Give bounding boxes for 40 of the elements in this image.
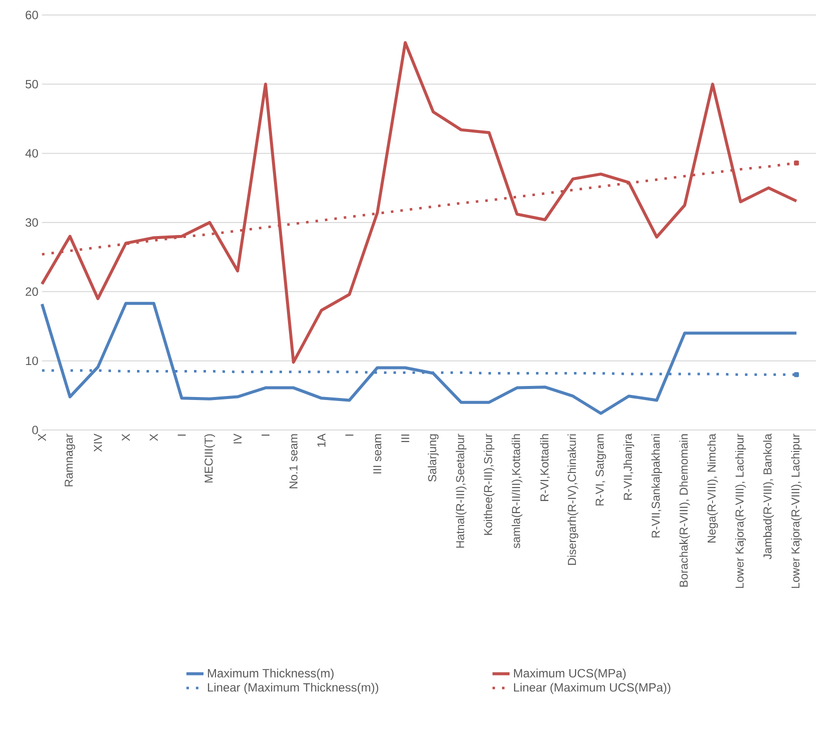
x-tick-label: III — [401, 434, 410, 442]
x-tick-label: R-VI, Satgram — [596, 434, 606, 506]
x-tick-label: I — [262, 434, 270, 436]
x-tick-label: samla(R-II/III),Kottadih — [512, 434, 522, 548]
x-tick-label: III seam — [373, 434, 382, 474]
x-tick-label: Jambad(R-VIII), Bankola — [763, 434, 774, 560]
x-tick-label: Lower Kajora(R-VIII), Lachipur — [791, 434, 802, 588]
y-tick-label: 20 — [26, 287, 38, 296]
x-tick-label: R-VII,Sankalpakhani — [651, 434, 662, 538]
y-tick-label: 60 — [26, 10, 38, 20]
y-tick-label: 50 — [26, 80, 38, 88]
x-tick-label: IV — [234, 434, 242, 444]
y-tick-label: 30 — [26, 218, 38, 227]
x-tick-label: 1A — [317, 434, 326, 447]
x-tick-label: Disergarh(R-IV),Chinakuri — [568, 434, 578, 565]
legend-label: Maximum Thickness(m) — [208, 668, 334, 680]
x-tick-label: I — [178, 434, 186, 436]
line-series — [40, 41, 798, 364]
legend-label: Linear (Maximum Thickness(m)) — [208, 682, 378, 694]
x-tick-label: XIV — [94, 434, 102, 452]
y-tick-label: 40 — [25, 149, 38, 158]
x-tick-label: Koithee(R-III),Sripur — [484, 434, 494, 535]
legend-label: Linear (Maximum UCS(MPa)) — [514, 682, 670, 694]
x-tick-label: R-VII,Jhanjra — [623, 434, 634, 500]
x-tick-label: X — [122, 434, 130, 441]
x-tick-label: R-VI,Kottadih — [540, 434, 550, 501]
x-tick-label: Salarjung — [428, 434, 439, 482]
x-tick-label: Lower Kajora(R-VIII), Lachipur — [735, 434, 746, 588]
x-tick-label: Ramnagar — [64, 434, 76, 486]
x-tick-label: X — [150, 434, 158, 441]
x-tick-label: Borachak(R-VIII), Dhemomain — [679, 434, 690, 587]
x-tick-label: Nega(R-VIII), Nimcha — [707, 434, 718, 542]
legend-label: Maximum UCS(MPa) — [514, 668, 626, 680]
x-tick-label: I — [345, 434, 354, 436]
x-tick-label: No.1 seam — [289, 434, 298, 488]
x-tick-label: X — [38, 434, 46, 441]
x-tick-label: MECIII(T) — [204, 434, 216, 482]
x-tick-label: Hatnal(R-III),Seetalpur — [456, 434, 466, 548]
y-tick-label: 0 — [32, 426, 38, 434]
y-tick-label: 10 — [26, 356, 38, 366]
